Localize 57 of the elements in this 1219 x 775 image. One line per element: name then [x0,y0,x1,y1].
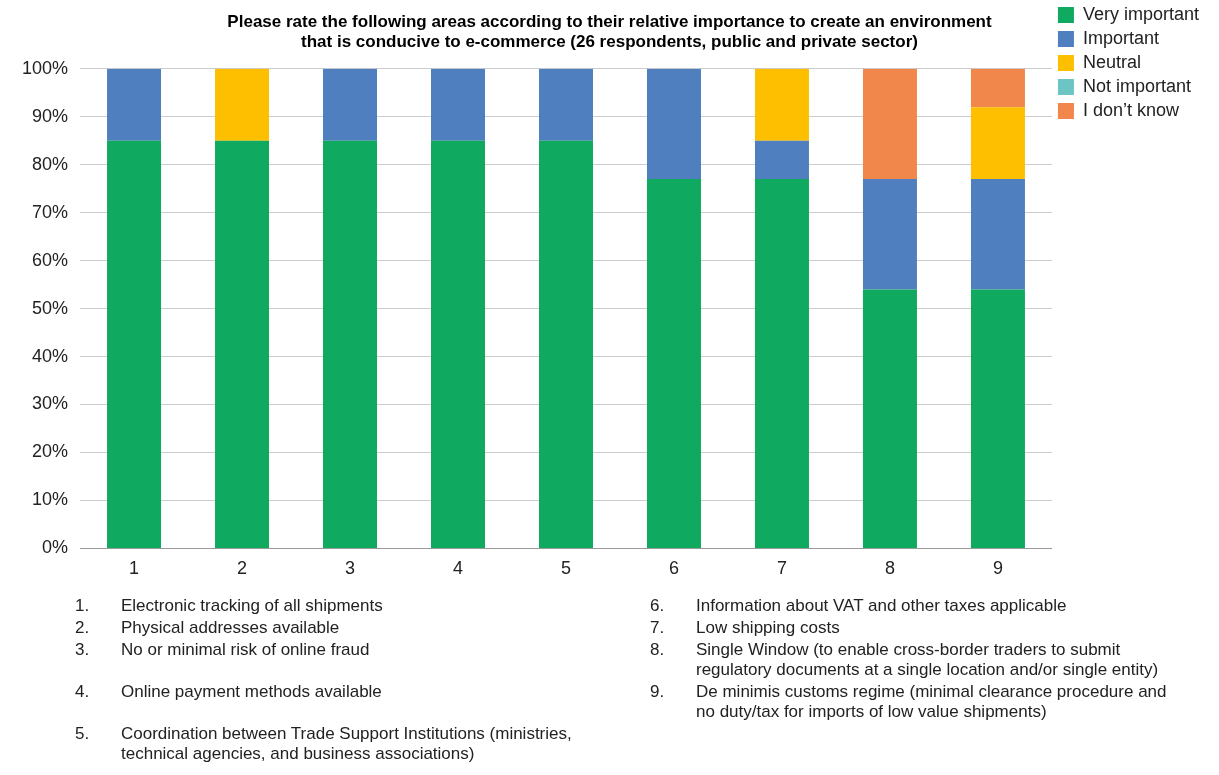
x-tick-label: 2 [237,558,248,579]
bar [431,68,485,141]
y-tick-label: 50% [32,297,69,318]
bar [754,68,809,141]
bar [323,140,378,548]
text: 5. Coordination between Trade Support Institutions (ministries, technical agencies, and business associations) [75,724,572,763]
y-tick-label: 40% [32,345,69,366]
bar [646,68,701,180]
bar [970,179,1025,290]
legend-label: Important [1082,27,1159,48]
y-tick-label: 20% [32,441,69,462]
chart-title: Please rate the following areas according to their relative importance to create an environment that is conducive to e-commerce (26 respondents, public and private sector) [227,11,992,52]
legend-label: Very important [1082,3,1200,24]
bar [862,68,917,180]
text: 7. Low shipping costs [650,618,840,637]
bar [539,68,593,141]
y-tick-label: 60% [32,249,69,270]
y-tick-label: 0% [42,537,69,558]
bar [107,140,162,548]
text: 1. Electronic tracking of all shipments [75,596,383,615]
x-tick-label: 8 [884,558,895,579]
bar [215,68,270,141]
bar [107,68,162,141]
bar [646,179,701,548]
y-tick-label: 100% [21,57,69,78]
bar [754,140,809,180]
text: 8. Single Window (to enable cross-border traders to submit regulatory documents at a single location and/or single entity) [650,640,1159,679]
bar [970,107,1025,180]
legend-label: I don’t know [1082,99,1181,120]
bar [215,140,270,548]
text: 3. No or minimal risk of online fraud [75,640,370,659]
bar [862,179,917,290]
bar [970,68,1025,108]
x-tick-label: 5 [560,558,571,579]
text: 6. Information about VAT and other taxes applicable [650,596,1067,615]
legend-label: Neutral [1082,51,1141,72]
bar [970,289,1025,548]
bar [862,289,917,548]
y-tick-label: 30% [32,393,69,414]
legend-label: Not important [1082,75,1191,96]
x-tick-label: 4 [453,558,464,579]
y-tick-label: 80% [32,153,69,174]
bar [431,140,485,548]
text: 4. Online payment methods available [75,682,382,701]
x-tick-label: 7 [776,558,787,579]
bar [754,179,809,548]
x-tick-label: 3 [345,558,356,579]
y-tick-label: 70% [32,201,69,222]
y-tick-label: 90% [32,105,69,126]
bar [323,68,378,141]
text: 9. De minimis customs regime (minimal clearance procedure and no duty/tax for imports of low value shipments) [650,682,1167,721]
y-tick-label: 10% [32,489,69,510]
x-tick-label: 6 [668,558,679,579]
text: 2. Physical addresses available [75,618,340,637]
x-tick-label: 9 [992,558,1003,579]
x-tick-label: 1 [129,558,140,579]
bar [539,140,593,548]
